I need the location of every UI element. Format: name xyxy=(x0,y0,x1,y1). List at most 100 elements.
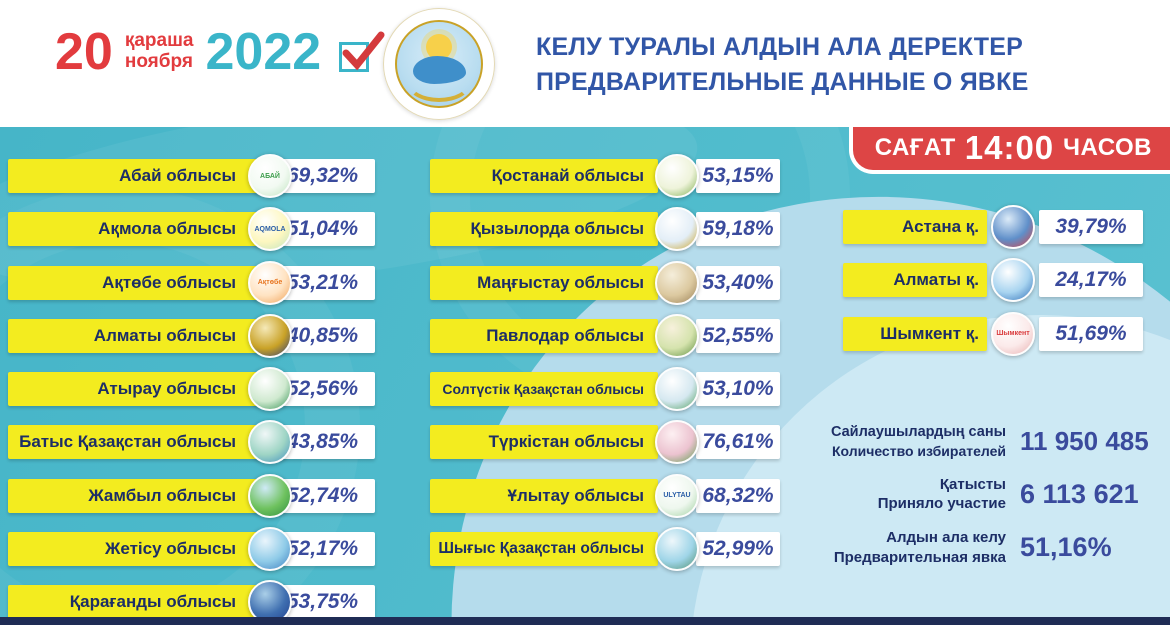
turnout-percent: 53,75% xyxy=(286,590,359,614)
region-name: Жетісу облысы xyxy=(104,539,236,559)
region-label-bar: Ұлытау облысы xyxy=(430,478,658,513)
abai-region-emblem: АБАЙ xyxy=(248,154,292,198)
region-value-bar: 52,55% xyxy=(696,318,780,353)
turnout-percent: 59,18% xyxy=(702,217,774,241)
turnout-percent: 52,74% xyxy=(286,483,359,507)
regions-column-left: Абай облысы АБАЙ 69,32% Ақмола облысы A xyxy=(8,154,375,625)
region-name: Қарағанды облысы xyxy=(69,592,236,612)
region-value-bar: 52,99% xyxy=(696,532,780,567)
turnout-percent: 51,04% xyxy=(286,217,359,241)
region-name: Павлодар облысы xyxy=(486,325,644,345)
turnout-percent: 40,85% xyxy=(286,323,359,347)
region-label-bar: Павлодар облысы xyxy=(430,318,658,353)
cities-column-right: Астана қ. 39,79% Алматы қ. xyxy=(843,205,1143,356)
west-kazakhstan-region-emblem xyxy=(248,420,292,465)
time-badge: САҒАТ 14:00 ЧАСОВ xyxy=(848,127,1170,174)
region-row: Атырау облысы 52,56% xyxy=(8,367,375,412)
stat-value: 51,16% xyxy=(1020,532,1112,563)
region-label-bar: Маңғыстау облысы xyxy=(430,265,658,300)
region-label-bar: Қызылорда облысы xyxy=(430,212,658,247)
date-year: 2022 xyxy=(205,23,322,81)
region-value-bar: 76,61% xyxy=(696,425,780,460)
ballot-checkbox-icon xyxy=(339,31,385,72)
north-kazakhstan-region-emblem xyxy=(655,367,699,412)
stat-label-ru: Предварительная явка xyxy=(833,548,1006,566)
region-name: Маңғыстау облысы xyxy=(477,272,644,292)
election-date: 20 қараша ноября 2022 xyxy=(55,23,385,81)
ulytau-region-emblem: ULYTAU xyxy=(655,473,699,518)
region-name: Абай облысы xyxy=(119,166,236,185)
turnout-percent: 69,32% xyxy=(286,164,359,187)
mangystau-region-emblem xyxy=(655,260,699,305)
region-row: Солтүстік Қазақстан облысы 53,10% xyxy=(430,367,780,412)
badge-time: 14:00 xyxy=(964,128,1055,166)
turnout-percent: 53,15% xyxy=(702,164,774,187)
city-row: Астана қ. 39,79% xyxy=(843,205,1143,249)
aqmola-region-emblem: AQMOLA xyxy=(248,207,292,252)
astana-city-emblem xyxy=(991,205,1035,249)
east-kazakhstan-region-emblem xyxy=(655,527,699,572)
region-label-bar: Алматы облысы xyxy=(8,318,270,353)
region-label-bar: Ақтөбе облысы xyxy=(8,265,270,300)
region-label-bar: Жамбыл облысы xyxy=(8,478,270,513)
region-label-bar: Шығыс Қазақстан облысы xyxy=(430,532,658,567)
turnout-percent: 52,99% xyxy=(702,537,774,561)
region-label-bar: Түркістан облысы xyxy=(430,425,658,460)
region-label-bar: Жетісу облысы xyxy=(8,532,270,567)
title-line-kk: КЕЛУ ТУРАЛЫ АЛДЫН АЛА ДЕРЕКТЕР xyxy=(536,33,1024,61)
turnout-percent: 51,69% xyxy=(1055,321,1127,345)
central-election-commission-emblem xyxy=(383,8,495,120)
region-label-bar: Абай облысы xyxy=(8,159,270,193)
region-name: Алматы облысы xyxy=(93,325,236,345)
city-value-bar: 39,79% xyxy=(1039,210,1143,244)
stat-row: Алдын ала келу Предварительная явка 51,1… xyxy=(828,529,1150,566)
content-area: САҒАТ 14:00 ЧАСОВ Абай облысы АБАЙ 69,32… xyxy=(0,127,1170,625)
region-name: Жамбыл облысы xyxy=(88,485,236,505)
city-row: Шымкент қ. Шымкент 51,69% xyxy=(843,311,1143,356)
city-value-bar: 51,69% xyxy=(1039,316,1143,351)
region-row: Павлодар облысы 52,55% xyxy=(430,313,780,358)
city-label-bar: Шымкент қ. xyxy=(843,316,987,351)
almaty-region-emblem xyxy=(248,313,292,358)
badge-prefix: САҒАТ xyxy=(874,133,956,161)
region-value-bar: 59,18% xyxy=(696,212,780,247)
city-row: Алматы қ. 24,17% xyxy=(843,258,1143,303)
region-name: Атырау облысы xyxy=(97,379,236,399)
region-name: Шығыс Қазақстан облысы xyxy=(438,540,644,558)
regions-column-middle: Қостанай облысы 53,15% Қызылорда облысы xyxy=(430,154,780,572)
region-row: Алматы облысы 40,85% xyxy=(8,313,375,358)
almaty-city-emblem xyxy=(991,258,1035,303)
turnout-percent: 53,40% xyxy=(702,270,774,294)
region-label-bar: Қостанай облысы xyxy=(430,159,658,193)
region-label-bar: Атырау облысы xyxy=(8,372,270,407)
turnout-percent: 68,32% xyxy=(702,483,774,507)
emblem-sun-icon xyxy=(426,34,452,60)
region-value-bar: 53,10% xyxy=(696,372,780,407)
stat-label-kk: Қатысты xyxy=(939,475,1006,493)
zhambyl-region-emblem xyxy=(248,473,292,518)
city-value-bar: 24,17% xyxy=(1039,263,1143,298)
shymkent-city-emblem: Шымкент xyxy=(991,311,1035,356)
atyrau-region-emblem xyxy=(248,367,292,412)
date-day: 20 xyxy=(55,23,113,81)
emblem-wheat-wreath-icon xyxy=(406,62,472,102)
turnout-percent: 53,10% xyxy=(702,377,774,401)
date-month-kk: қараша xyxy=(124,30,194,52)
region-label-bar: Батыс Қазақстан облысы xyxy=(8,425,270,460)
region-row: Абай облысы АБАЙ 69,32% xyxy=(8,154,375,198)
badge-suffix: ЧАСОВ xyxy=(1063,133,1152,161)
kostanay-region-emblem xyxy=(655,154,699,198)
turnout-percent: 39,79% xyxy=(1055,215,1127,238)
city-name: Шымкент қ. xyxy=(880,323,979,343)
pavlodar-region-emblem xyxy=(655,313,699,358)
stat-row: Қатысты Приняло участие 6 113 621 xyxy=(828,476,1150,513)
turnout-percent: 76,61% xyxy=(702,430,774,454)
region-row: Ақмола облысы AQMOLA 51,04% xyxy=(8,207,375,252)
region-row: Шығыс Қазақстан облысы 52,99% xyxy=(430,527,780,572)
region-label-bar: Солтүстік Қазақстан облысы xyxy=(430,372,658,407)
region-name: Қостанай облысы xyxy=(491,166,644,185)
region-row: Маңғыстау облысы 53,40% xyxy=(430,260,780,305)
stat-value: 11 950 485 xyxy=(1020,425,1149,456)
turnout-percent: 52,17% xyxy=(286,537,359,561)
